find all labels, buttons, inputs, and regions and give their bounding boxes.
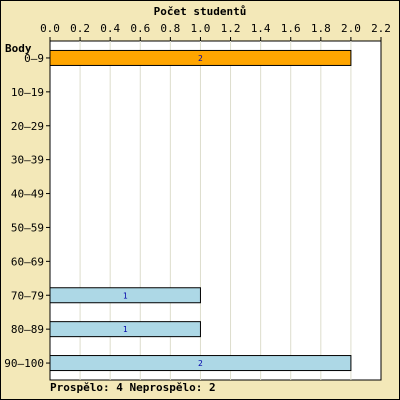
y-axis-ticks: 0–9 10–19 20–29 30–39 40–49 50–59 60–69 70–79 80… — [4, 52, 50, 370]
x-tick-label: 0.4 — [100, 22, 120, 35]
y-tick-label: 0–9 — [24, 52, 44, 65]
bar-data-label: 2 — [198, 54, 203, 63]
x-tick-label: 0.0 — [40, 22, 60, 35]
bar — [49, 49, 352, 66]
y-tick-label: 90–100 — [4, 357, 44, 370]
x-tick-label: 0.8 — [160, 22, 180, 35]
x-tick-label: 0.6 — [130, 22, 150, 35]
bar-data-label: 1 — [123, 325, 128, 334]
x-tick-label: 1.8 — [311, 22, 331, 35]
y-tick-label: 70–79 — [11, 289, 44, 302]
pass-fail-summary: Prospělo: 4 Neprospělo: 2 — [50, 381, 216, 394]
bar — [49, 355, 352, 372]
x-tick-label: 1.6 — [281, 22, 301, 35]
bar — [49, 287, 201, 304]
y-tick-label: 20–29 — [11, 120, 44, 133]
bar — [49, 321, 201, 338]
y-axis-label: Body — [5, 42, 32, 55]
x-tick-label: 2.0 — [341, 22, 361, 35]
x-tick-label: 2.2 — [371, 22, 391, 35]
x-tick-label: 0.2 — [70, 22, 90, 35]
y-tick-label: 60–69 — [11, 255, 44, 268]
y-tick-label: 50–59 — [11, 221, 44, 234]
y-tick-label: 40–49 — [11, 188, 44, 201]
x-tick-label: 1.2 — [221, 22, 241, 35]
chart-title: Počet studentů — [154, 5, 247, 18]
bar-data-label: 1 — [123, 291, 128, 300]
y-tick-label: 10–19 — [11, 86, 44, 99]
x-tick-label: 1.0 — [191, 22, 211, 35]
x-axis-ticks: 0.0 0.2 0.4 0.6 0.8 1.0 1.2 1.4 1.6 1.8 2.0 2.2 — [40, 22, 391, 41]
bar-data-label: 2 — [198, 359, 203, 368]
x-tick-label: 1.4 — [251, 22, 271, 35]
y-tick-label: 80–89 — [11, 323, 44, 336]
bars: 2 1 1 2 — [49, 49, 352, 372]
y-tick-label: 30–39 — [11, 154, 44, 167]
